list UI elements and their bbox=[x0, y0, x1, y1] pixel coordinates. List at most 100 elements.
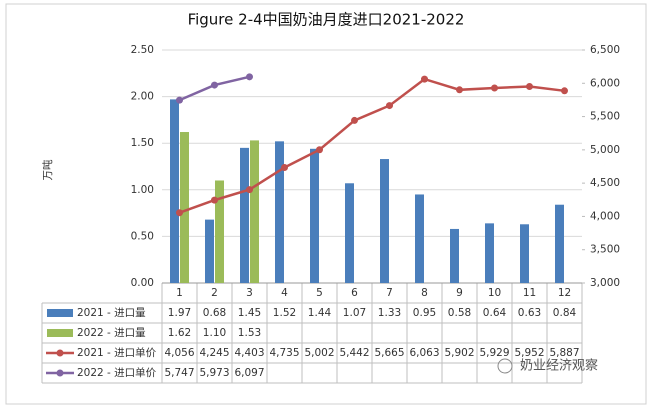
bar bbox=[170, 99, 179, 283]
y2-tick-label: 5,500 bbox=[590, 111, 620, 123]
bar bbox=[215, 180, 224, 283]
data-label: 5,902 bbox=[444, 347, 474, 359]
line-marker bbox=[526, 82, 533, 90]
y-tick-label: 2.00 bbox=[131, 91, 154, 103]
data-label: 4,245 bbox=[199, 347, 229, 359]
y-axis-label: 万吨 bbox=[41, 159, 54, 180]
data-label: 1.62 bbox=[168, 327, 191, 339]
line-marker bbox=[351, 116, 358, 124]
line-marker bbox=[421, 75, 428, 83]
data-label: 0.84 bbox=[553, 307, 577, 319]
line-marker bbox=[176, 209, 183, 217]
data-label: 4,056 bbox=[164, 347, 194, 359]
bar bbox=[180, 132, 189, 283]
bar bbox=[520, 224, 529, 283]
data-label: 1.10 bbox=[203, 327, 226, 339]
y2-tick-label: 6,000 bbox=[590, 77, 620, 89]
data-label: 0.95 bbox=[413, 307, 436, 319]
watermark-icon bbox=[497, 358, 513, 374]
line-marker bbox=[211, 196, 218, 204]
y-tick-label: 2.50 bbox=[131, 44, 154, 56]
data-label: 1.52 bbox=[273, 307, 296, 319]
data-label: 5,929 bbox=[479, 347, 509, 359]
data-label: 0.64 bbox=[483, 307, 507, 319]
data-label: 0.63 bbox=[518, 307, 541, 319]
bar bbox=[240, 147, 249, 283]
watermark: 奶业经济观察 bbox=[520, 359, 598, 374]
data-label: 5,747 bbox=[164, 367, 194, 379]
line-marker bbox=[456, 86, 463, 94]
chart-title: Figure 2-4中国奶油月度进口2021-2022 bbox=[188, 11, 465, 29]
data-label: 1.44 bbox=[308, 307, 332, 319]
x-tick-label: 4 bbox=[281, 287, 288, 299]
line-marker bbox=[316, 146, 323, 154]
x-tick-label: 1 bbox=[176, 287, 183, 299]
bar bbox=[485, 223, 494, 283]
x-tick-label: 6 bbox=[351, 287, 358, 299]
data-label: 5,973 bbox=[199, 367, 229, 379]
line-marker bbox=[211, 81, 218, 89]
legend-label: 2022 - 进口量 bbox=[77, 327, 146, 339]
data-label: 5,442 bbox=[339, 347, 369, 359]
line-marker bbox=[281, 163, 288, 171]
line-marker bbox=[491, 84, 498, 92]
legend-swatch bbox=[56, 349, 64, 357]
data-label: 1.97 bbox=[168, 307, 191, 319]
line-marker bbox=[386, 102, 393, 110]
x-tick-label: 8 bbox=[421, 287, 428, 299]
data-label: 6,097 bbox=[234, 367, 264, 379]
y-tick-label: 0.00 bbox=[131, 277, 154, 289]
line-marker bbox=[176, 96, 183, 104]
data-label: 5,665 bbox=[374, 347, 404, 359]
y2-tick-label: 6,500 bbox=[590, 44, 620, 56]
bar bbox=[275, 141, 284, 283]
data-label: 1.33 bbox=[378, 307, 401, 319]
x-tick-label: 3 bbox=[246, 287, 253, 299]
x-tick-label: 11 bbox=[523, 287, 536, 299]
bar bbox=[415, 194, 424, 283]
data-label: 0.58 bbox=[448, 307, 471, 319]
y2-tick-label: 3,500 bbox=[590, 244, 620, 256]
y-tick-label: 1.50 bbox=[131, 137, 154, 149]
y2-tick-label: 4,500 bbox=[590, 177, 620, 189]
data-label: 4,403 bbox=[234, 347, 264, 359]
x-tick-label: 9 bbox=[456, 287, 463, 299]
line-marker bbox=[246, 73, 253, 81]
bar bbox=[250, 140, 259, 283]
bar bbox=[555, 204, 564, 283]
legend-swatch bbox=[47, 329, 73, 337]
data-label: 5,952 bbox=[514, 347, 544, 359]
bar bbox=[450, 228, 459, 283]
chart-border bbox=[5, 3, 647, 405]
y2-tick-label: 4,000 bbox=[590, 210, 620, 222]
x-tick-label: 2 bbox=[211, 287, 218, 299]
line bbox=[179, 77, 565, 214]
x-tick-label: 5 bbox=[316, 287, 323, 299]
data-label: 1.45 bbox=[238, 307, 261, 319]
data-label: 6,063 bbox=[409, 347, 439, 359]
x-tick-label: 12 bbox=[558, 287, 571, 299]
x-tick-label: 7 bbox=[386, 287, 393, 299]
bar bbox=[345, 183, 354, 283]
legend-label: 2021 - 进口量 bbox=[77, 307, 146, 319]
bar bbox=[310, 148, 319, 283]
legend-swatch bbox=[47, 309, 73, 317]
legend-label: 2022 - 进口单价 bbox=[77, 367, 157, 379]
data-label: 5,887 bbox=[549, 347, 579, 359]
y2-tick-label: 5,000 bbox=[590, 144, 620, 156]
bar bbox=[380, 159, 389, 283]
y-tick-label: 0.50 bbox=[131, 230, 154, 242]
line-marker bbox=[246, 186, 253, 194]
data-label: 4,735 bbox=[269, 347, 299, 359]
line-marker bbox=[561, 87, 568, 95]
data-label: 1.07 bbox=[343, 307, 366, 319]
bar bbox=[205, 219, 214, 283]
y2-tick-label: 3,000 bbox=[590, 277, 620, 289]
data-label: 1.53 bbox=[238, 327, 261, 339]
data-label: 0.68 bbox=[203, 307, 226, 319]
legend-swatch bbox=[56, 369, 64, 377]
y-tick-label: 1.00 bbox=[131, 184, 154, 196]
x-tick-label: 10 bbox=[488, 287, 501, 299]
legend-label: 2021 - 进口单价 bbox=[77, 347, 157, 359]
